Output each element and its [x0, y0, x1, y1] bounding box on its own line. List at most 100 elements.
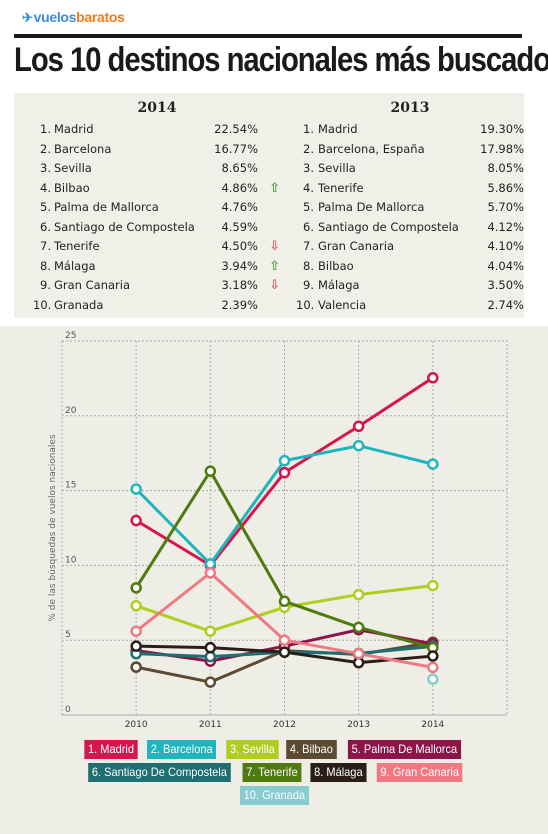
ranking-destination: Valencia [318, 297, 367, 312]
ranking-position: 6. [40, 219, 51, 234]
data-point [352, 621, 365, 634]
ranking-row: 5. Palma De Mallorca 5.70% [296, 200, 524, 220]
arrow-down-icon: ⇩ [269, 239, 280, 254]
ranking-percentage: 4.59% [221, 219, 258, 234]
legend-item: 10. Granada [239, 786, 309, 805]
ranking-percentage: 8.05% [487, 161, 524, 175]
ranking-row: 3. Sevilla 8.65% [30, 161, 284, 181]
ranking-position: 7. [40, 239, 51, 253]
ranking-destination: Gran Canaria [54, 278, 131, 292]
ranking-row: 3. Sevilla 8.05% [296, 161, 524, 181]
ranking-row: 7. Gran Canaria 4.10% [296, 239, 524, 259]
data-point [130, 625, 142, 637]
data-point [427, 458, 439, 470]
ranking-position: 2. [303, 141, 314, 156]
data-point [427, 372, 439, 384]
ranking-2013: 2013 1. Madrid 19.30% 2. Barcelona, España 17… [296, 93, 524, 317]
ranking-percentage: 8.65% [221, 161, 258, 175]
data-point [130, 483, 142, 495]
ranking-position: 1. [303, 122, 314, 136]
data-point [278, 646, 291, 658]
data-point [130, 600, 142, 612]
arrow-down-icon: ⇩ [269, 278, 280, 293]
legend-row: 10. Granada [0, 786, 548, 805]
ranking-row: 1. Madrid 19.30% [296, 122, 524, 142]
ranking-percentage: 5.86% [487, 180, 524, 195]
data-point [278, 454, 291, 467]
ranking-position: 8. [40, 258, 51, 273]
ranking-destination: Madrid [318, 122, 358, 136]
legend-item: 5. Palma De Mallorca [347, 740, 461, 759]
ranking-year-2014: 2014 [137, 100, 177, 116]
logo-text-part1: vuelos [33, 9, 77, 25]
legend-row: 6. Santiago De Compostela 7. Tenerife 8. M… [0, 763, 548, 782]
y-axis-label: % de las búsquedas de vuelos nacionales [48, 434, 58, 622]
page-title: Los 10 destinos nacionales más buscados [14, 41, 548, 79]
data-point [352, 647, 365, 660]
ranking-percentage: 17.98% [480, 141, 524, 156]
y-tick-label: 20 [65, 406, 77, 416]
ranking-percentage: 3.18% [221, 278, 258, 292]
ranking-destination: Sevilla [318, 161, 356, 175]
data-point [204, 641, 217, 654]
ranking-percentage: 4.50% [221, 239, 258, 253]
data-point [204, 567, 217, 579]
data-point [352, 588, 365, 601]
data-point [204, 676, 217, 688]
ranking-row: 2. Barcelona 16.77% [30, 142, 284, 162]
ranking-destination: Santiago de Compostela [318, 219, 459, 234]
legend-item: 2. Barcelona [147, 740, 217, 759]
x-tick-label: 2013 [347, 720, 370, 730]
ranking-row: 7. Tenerife 4.50% ⇩ [30, 239, 284, 259]
ranking-destination: Bilbao [318, 258, 354, 273]
ranking-row: 4. Bilbao 4.86% ⇧ [30, 181, 284, 201]
chart-legend: 1. Madrid 2. Barcelona 3. Sevilla 4. Bilbao… [0, 740, 548, 809]
data-point [278, 466, 291, 479]
ranking-2014: 2014 1. Madrid 22.54% 2. Barcelona 16.77% 3. Se… [30, 93, 284, 317]
y-tick-label: 25 [65, 331, 76, 341]
ranking-percentage: 3.50% [487, 278, 524, 292]
ranking-row: 8. Bilbao 4.04% [296, 259, 524, 279]
x-tick-label: 2012 [273, 720, 296, 730]
ranking-row: 2. Barcelona, España 17.98% [296, 142, 524, 162]
ranking-percentage: 2.39% [221, 297, 258, 312]
x-tick-label: 2011 [199, 720, 222, 730]
ranking-position: 5. [40, 200, 51, 214]
ranking-position: 10. [296, 297, 315, 312]
ranking-position: 10. [33, 297, 52, 312]
legend-row: 1. Madrid 2. Barcelona 3. Sevilla 4. Bilbao… [0, 740, 548, 759]
ranking-position: 2. [40, 141, 51, 156]
ranking-percentage: 5.70% [487, 200, 524, 214]
plane-icon: ✈ [22, 10, 33, 25]
data-point [352, 656, 365, 669]
legend-item: 8. Málaga [310, 763, 367, 782]
ranking-percentage: 2.74% [487, 297, 524, 312]
x-tick-label: 2014 [421, 720, 444, 730]
line-chart: 0 5 10 15 20 25 2010 2011 2012 2013 2014 % de las b… [48, 331, 508, 730]
brand-logo: ✈vuelosbaratos [22, 9, 125, 26]
ranking-row: 6. Santiago de Compostela 4.12% [296, 220, 524, 240]
legend-item: 4. Bilbao [286, 740, 337, 759]
ranking-destination: Málaga [54, 258, 96, 273]
ranking-row: 1. Madrid 22.54% [30, 122, 284, 142]
ranking-percentage: 4.86% [221, 180, 258, 195]
ranking-destination: Palma de Mallorca [54, 200, 159, 214]
data-point [204, 625, 217, 637]
data-point [130, 640, 142, 652]
ranking-destination: Santiago de Compostela [54, 219, 195, 234]
y-tick-label: 5 [65, 630, 71, 640]
logo-text-part2: baratos [76, 9, 125, 25]
data-point [427, 650, 439, 662]
arrow-up-icon: ⇧ [269, 258, 280, 274]
y-tick-label: 0 [65, 705, 71, 715]
ranking-row: 8. Málaga 3.94% ⇧ [30, 259, 284, 279]
ranking-position: 1. [40, 122, 51, 136]
ranking-destination: Palma De Mallorca [318, 200, 425, 214]
ranking-percentage: 16.77% [214, 141, 258, 156]
legend-item: 6. Santiago De Compostela [87, 763, 231, 782]
ranking-position: 4. [40, 180, 51, 195]
y-tick-label: 15 [65, 481, 76, 491]
data-point [204, 558, 217, 570]
data-point [278, 634, 291, 646]
ranking-destination: Barcelona, España [318, 141, 425, 156]
